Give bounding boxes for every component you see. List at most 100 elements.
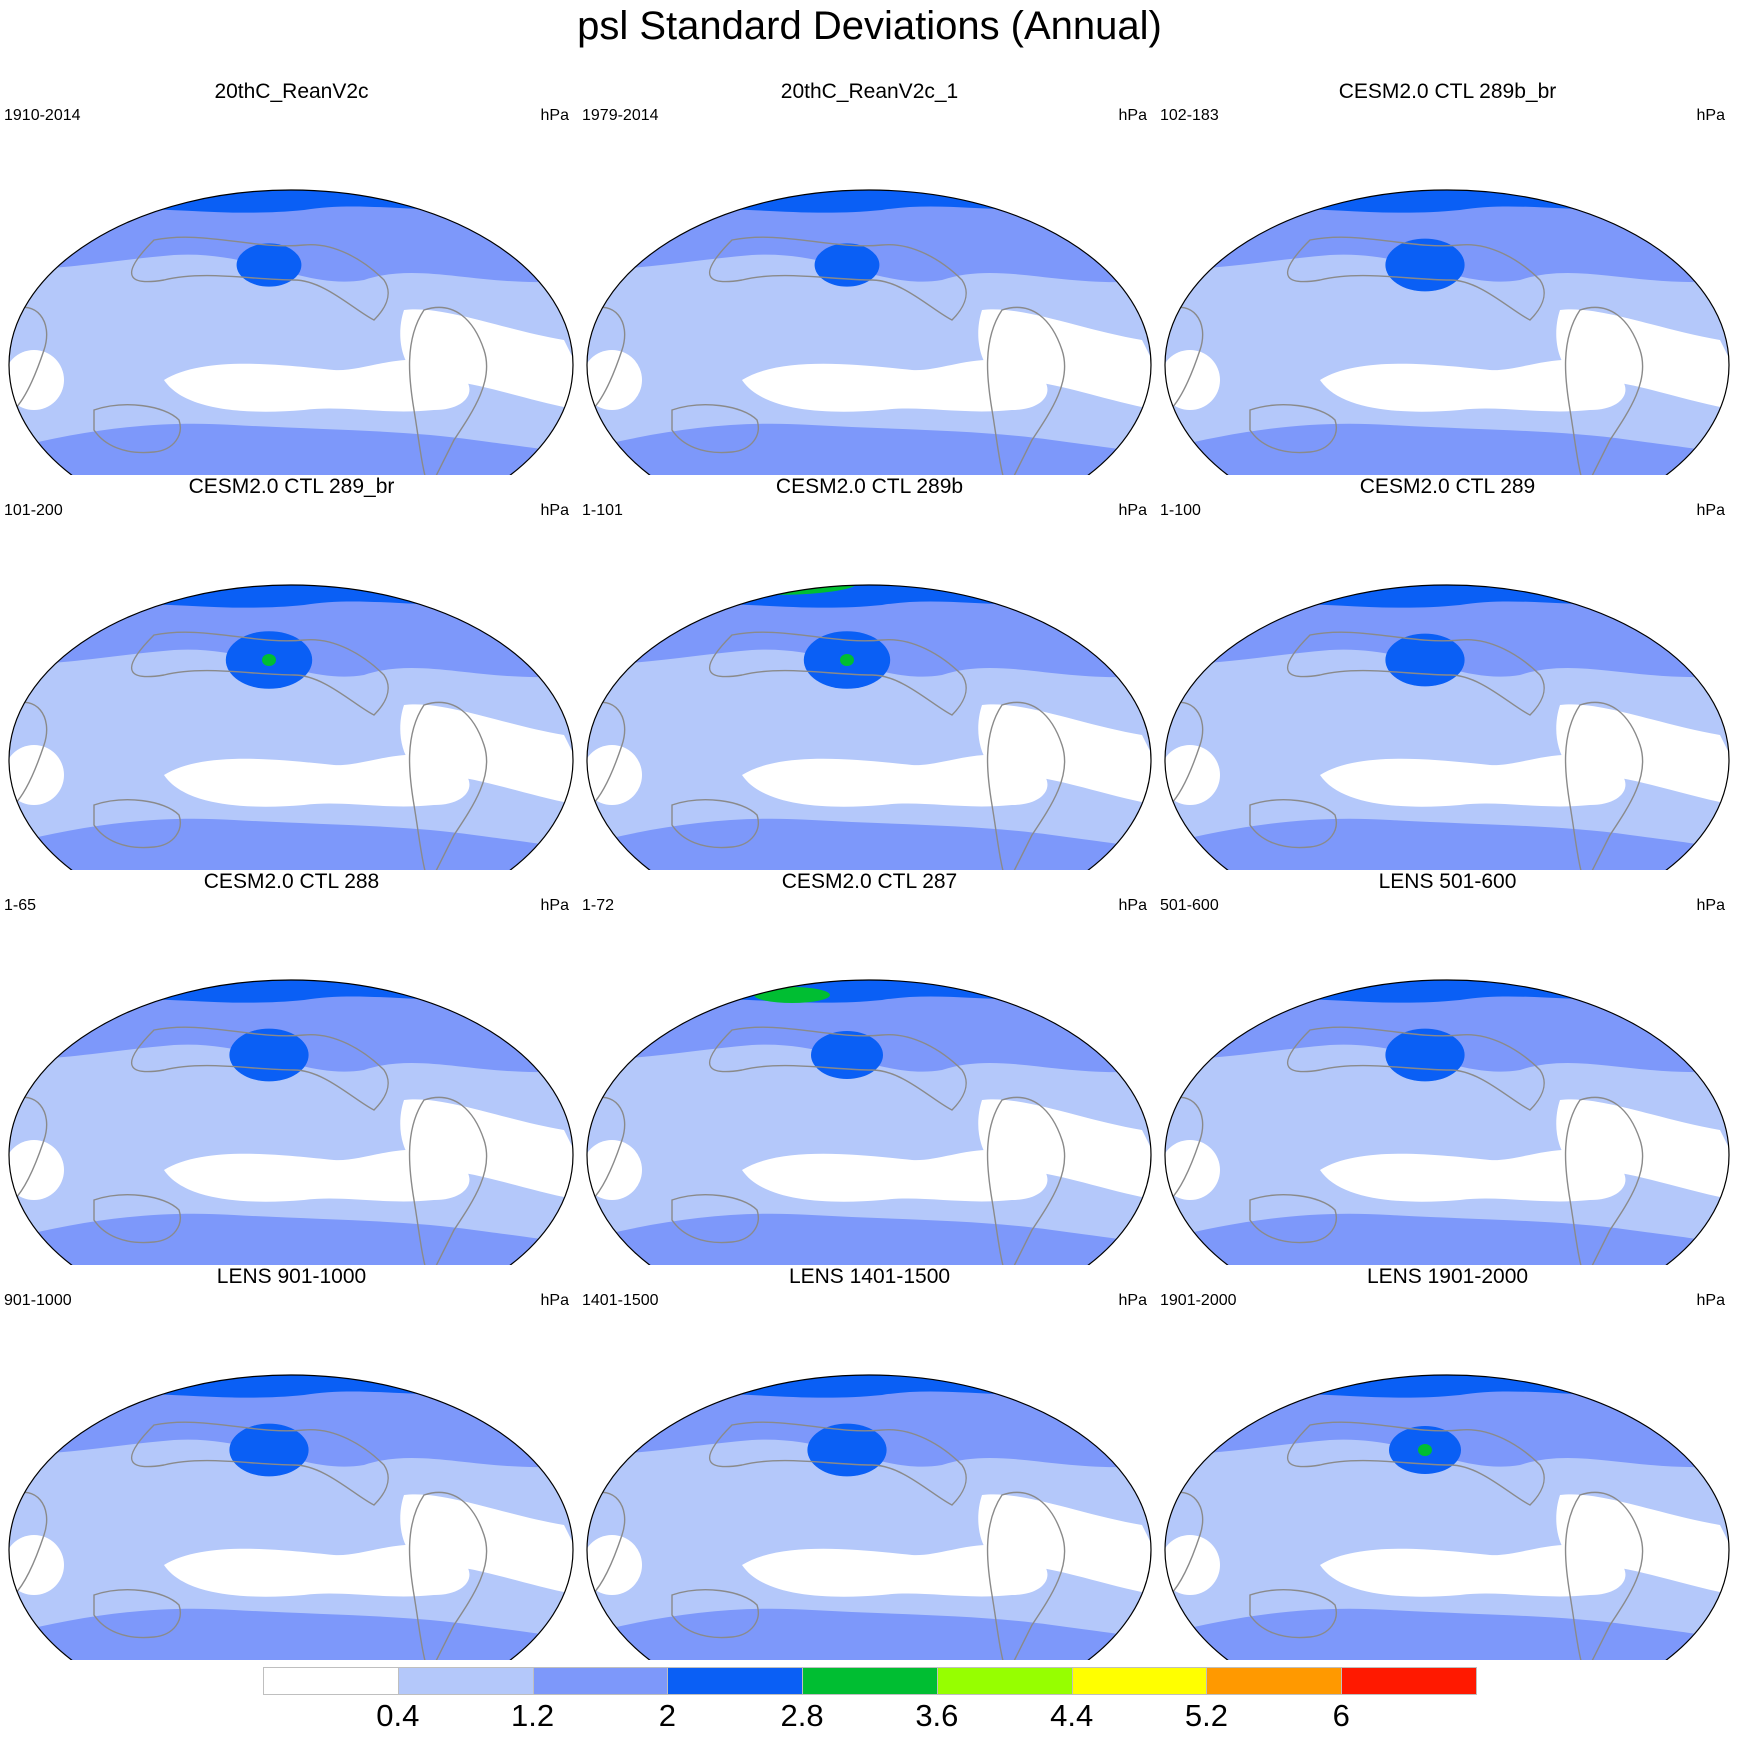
panel-period: 1979-2014 [582, 107, 659, 124]
panel-period: 901-1000 [4, 1292, 72, 1309]
colorbar [263, 1667, 1477, 1695]
contour-field [1165, 1375, 1729, 1660]
map-border [8, 189, 574, 475]
world-map [8, 584, 574, 870]
panel-period: 1-72 [582, 897, 615, 914]
coastlines [1169, 1421, 1644, 1660]
figure-title: psl Standard Deviations (Annual) [577, 4, 1162, 48]
colorbar-tick-label: 3.6 [915, 1698, 959, 1733]
map-panel-7: CESM2.0 CTL 288 1-65 hPa [4, 870, 579, 1265]
colorbar-tick-label: 6 [1332, 1698, 1350, 1733]
panel-title: CESM2.0 CTL 289 [1359, 475, 1536, 498]
colorbar-tick-label: 2 [658, 1698, 676, 1733]
contour-field [587, 585, 1151, 870]
map-border [586, 189, 1152, 475]
panel-period: 1401-1500 [582, 1292, 659, 1309]
map-panel-9: LENS 501-600 501-600 hPa [1160, 870, 1735, 1265]
panel-period: 1901-2000 [1160, 1292, 1237, 1309]
colorbar-swatch [1071, 1667, 1208, 1695]
map-panel-3: CESM2.0 CTL 289b_br 102-183 hPa [1160, 80, 1735, 475]
coastlines [591, 1026, 1066, 1265]
map-panel-8: CESM2.0 CTL 287 1-72 hPa [582, 870, 1157, 1265]
panel-unit: hPa [1118, 502, 1147, 519]
colorbar-swatch [1206, 1667, 1343, 1695]
panel-title: CESM2.0 CTL 289_br [188, 475, 395, 498]
panel-title: 20thC_ReanV2c_1 [780, 80, 959, 103]
world-map [1164, 1374, 1730, 1660]
coastlines [13, 236, 488, 475]
panel-title: LENS 901-1000 [216, 1265, 367, 1288]
panel-period: 1910-2014 [4, 107, 81, 124]
map-panel-5: CESM2.0 CTL 289b 1-101 hPa [582, 475, 1157, 870]
world-map [586, 1374, 1152, 1660]
contour-field [587, 1375, 1151, 1660]
coastlines [591, 631, 1066, 870]
panel-title: CESM2.0 CTL 288 [203, 870, 380, 893]
panel-title: LENS 501-600 [1378, 870, 1517, 893]
coastlines [591, 236, 1066, 475]
contour-field [1165, 980, 1729, 1265]
panel-unit: hPa [540, 107, 569, 124]
map-panel-4: CESM2.0 CTL 289_br 101-200 hPa [4, 475, 579, 870]
map-panel-12: LENS 1901-2000 1901-2000 hPa [1160, 1265, 1735, 1660]
panel-period: 1-101 [582, 502, 623, 519]
panel-unit: hPa [1696, 897, 1725, 914]
panel-title: CESM2.0 CTL 289b [775, 475, 964, 498]
world-map [586, 979, 1152, 1265]
contour-field [587, 190, 1151, 475]
colorbar-swatch [532, 1667, 669, 1695]
panel-period: 101-200 [4, 502, 63, 519]
panel-period: 501-600 [1160, 897, 1219, 914]
colorbar-swatch [397, 1667, 534, 1695]
panel-unit: hPa [1696, 1292, 1725, 1309]
panel-title: CESM2.0 CTL 289b_br [1338, 80, 1557, 103]
coastlines [13, 1421, 488, 1660]
coastlines [1169, 236, 1644, 475]
world-map [586, 189, 1152, 475]
map-panel-10: LENS 901-1000 901-1000 hPa [4, 1265, 579, 1660]
map-border [586, 584, 1152, 870]
map-border [1164, 1374, 1730, 1660]
colorbar-tick-label: 5.2 [1184, 1698, 1228, 1733]
colorbar-swatch [667, 1667, 804, 1695]
coastlines [1169, 631, 1644, 870]
map-border [586, 1374, 1152, 1660]
colorbar-tick-label: 4.4 [1050, 1698, 1094, 1733]
world-map [8, 979, 574, 1265]
map-border [1164, 189, 1730, 475]
world-map [8, 189, 574, 475]
colorbar-tick-label: 2.8 [780, 1698, 824, 1733]
contour-field [9, 190, 573, 475]
panel-unit: hPa [540, 1292, 569, 1309]
world-map [1164, 979, 1730, 1265]
colorbar-tick-label: 0.4 [376, 1698, 420, 1733]
world-map [1164, 584, 1730, 870]
contour-field [9, 980, 573, 1265]
colorbar-swatch [1341, 1667, 1477, 1695]
panel-title: CESM2.0 CTL 287 [781, 870, 958, 893]
coastlines [13, 1026, 488, 1265]
panel-unit: hPa [540, 897, 569, 914]
map-border [8, 979, 574, 1265]
panel-unit: hPa [1696, 502, 1725, 519]
panel-title: 20thC_ReanV2c [214, 80, 369, 103]
panel-unit: hPa [540, 502, 569, 519]
world-map [1164, 189, 1730, 475]
map-panel-11: LENS 1401-1500 1401-1500 hPa [582, 1265, 1157, 1660]
contour-field [9, 585, 573, 870]
panel-period: 1-100 [1160, 502, 1201, 519]
colorbar-swatch [936, 1667, 1073, 1695]
panel-period: 102-183 [1160, 107, 1219, 124]
panel-unit: hPa [1696, 107, 1725, 124]
coastlines [591, 1421, 1066, 1660]
colorbar-swatch [802, 1667, 938, 1695]
panel-period: 1-65 [4, 897, 37, 914]
world-map [586, 584, 1152, 870]
map-panel-1: 20thC_ReanV2c 1910-2014 hPa [4, 80, 579, 475]
colorbar-swatch [263, 1667, 399, 1695]
contour-field [587, 980, 1151, 1265]
contour-field [9, 1375, 573, 1660]
panel-title: LENS 1901-2000 [1366, 1265, 1529, 1288]
panel-unit: hPa [1118, 107, 1147, 124]
coastlines [13, 631, 488, 870]
